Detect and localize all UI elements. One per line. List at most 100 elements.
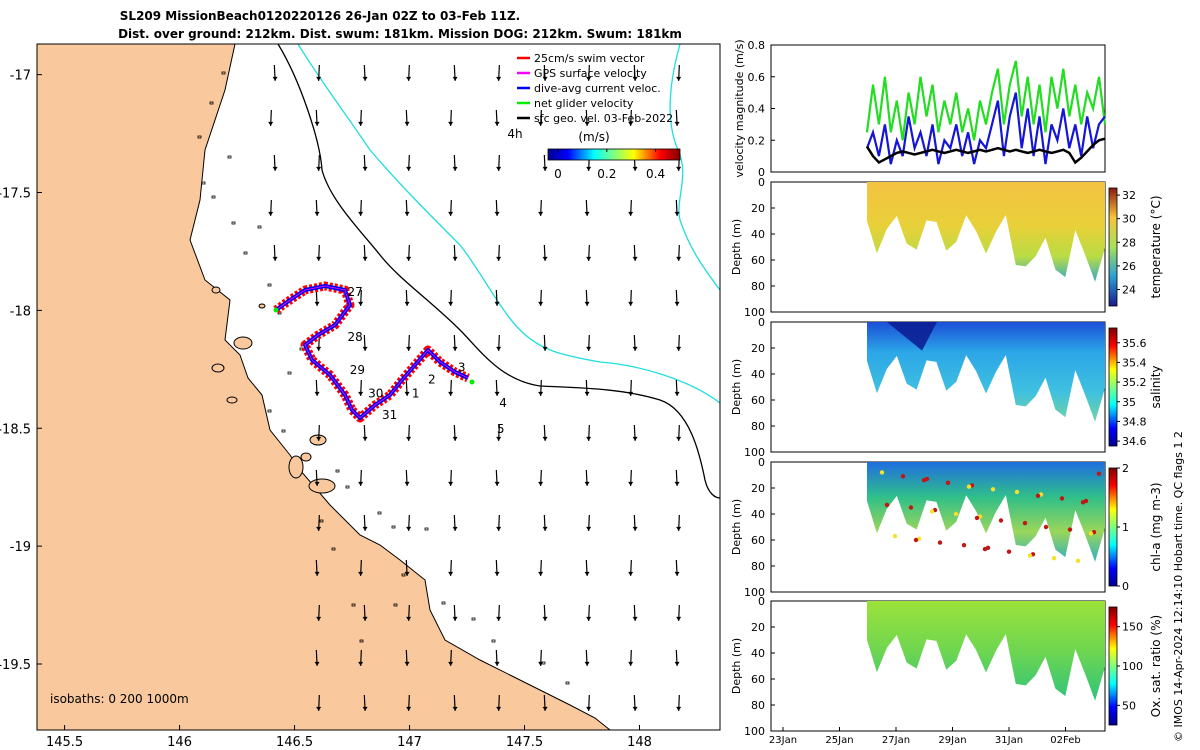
chla-sample-dot	[961, 543, 967, 548]
geo-velocity-arrowhead	[496, 706, 502, 711]
reef-outline	[424, 527, 429, 531]
chla-sample-dot	[1075, 558, 1081, 563]
geo-velocity-arrowhead	[316, 616, 322, 621]
oxygen-colorbar-label: Ox. sat. ratio (%)	[1149, 615, 1163, 717]
salinity-ctick-label-1: 34.8	[1122, 415, 1147, 428]
geo-velocity-arrowhead	[448, 211, 454, 216]
credit-text: © IMOS 14-Apr-2024 12:14:10 Hobart time.…	[1172, 431, 1185, 742]
geo-velocity-arrowhead	[404, 121, 410, 126]
map-ytick-label-2: -18	[10, 304, 31, 319]
geo-velocity-arrowhead	[448, 301, 454, 306]
geo-velocity-arrowhead	[452, 706, 458, 711]
temperature-ctick-label-0: 24	[1122, 283, 1136, 296]
salinity-ytick-label-2: 40	[751, 368, 765, 381]
geo-velocity-arrowhead	[494, 391, 500, 396]
geo-velocity-arrowhead	[674, 571, 680, 576]
geo-velocity-arrowhead	[676, 616, 682, 621]
temperature-ctick-label-3: 30	[1122, 213, 1136, 226]
geo-velocity-arrowhead	[452, 616, 458, 621]
geo-velocity-arrowhead	[362, 526, 368, 531]
geo-velocity-arrowhead	[538, 391, 544, 396]
salinity-ytick-label-0: 0	[758, 316, 765, 329]
reef-outline	[391, 525, 396, 529]
geo-velocity-arrowhead	[316, 166, 322, 171]
geo-velocity-arrowhead	[628, 481, 634, 486]
legend-label-3: net glider velocity	[534, 97, 634, 110]
geo-velocity-arrowhead	[586, 616, 592, 621]
geo-velocity-arrowhead	[496, 256, 502, 261]
chla-sample-dot	[921, 478, 927, 483]
reef-outline	[257, 225, 262, 229]
day-label-30: 30	[368, 387, 383, 401]
geo-velocity-arrowhead	[406, 436, 412, 441]
salinity-ytick-label-3: 60	[751, 394, 765, 407]
oxygen-ytick-label-1: 20	[751, 621, 765, 634]
geo-velocity-arrowhead	[628, 391, 634, 396]
geo-velocity-arrowhead	[316, 526, 322, 531]
chla-sample-dot	[879, 470, 885, 475]
geo-velocity-arrowhead	[674, 301, 680, 306]
island	[226, 396, 238, 404]
reef-outline	[565, 681, 570, 685]
salinity-colorbar	[1108, 327, 1118, 447]
geo-velocity-arrowhead	[268, 121, 274, 126]
legend-label-4: sfc geo. vel. 03-Feb-2022	[534, 112, 673, 125]
geo-velocity-arrowhead	[542, 256, 548, 261]
geo-velocity-arrowhead	[362, 166, 368, 171]
geo-velocity-arrowhead	[314, 391, 320, 396]
reef-outline	[335, 469, 340, 473]
chla-sample-dot	[1035, 493, 1041, 498]
isobath-200m	[277, 44, 720, 499]
geo-velocity-arrowhead	[404, 301, 410, 306]
salinity-fresh-patch	[887, 322, 937, 351]
chla-ytick-label-2: 40	[751, 508, 765, 521]
track-end-marker	[469, 379, 475, 385]
chla-ytick-label-3: 60	[751, 534, 765, 547]
geo-velocity-arrowhead	[316, 346, 322, 351]
geo-velocity-arrowhead	[358, 481, 364, 486]
temperature-ylabel: Depth (m)	[730, 219, 743, 275]
geo-velocity-arrowhead	[586, 256, 592, 261]
chla-sample-dot	[1067, 527, 1073, 532]
geo-velocity-arrowhead	[628, 121, 634, 126]
island	[288, 455, 304, 479]
geo-velocity-arrowhead	[496, 436, 502, 441]
geo-velocity-arrowhead	[586, 346, 592, 351]
map-ytick-label-1: -17.5	[0, 187, 31, 202]
reef-outline	[319, 519, 324, 523]
oxygen-section	[867, 601, 1105, 701]
chla-sample-dot	[1043, 524, 1049, 530]
oxygen-ctick-label-1: 100	[1122, 660, 1143, 673]
temperature-section	[867, 182, 1105, 282]
geo-velocity-arrowhead	[358, 301, 364, 306]
day-label-1: 1	[412, 387, 420, 401]
geo-velocity-arrowhead	[632, 616, 638, 621]
oxygen-colorbar	[1108, 606, 1118, 726]
geo-velocity-arrowhead	[584, 661, 590, 666]
geo-velocity-arrowhead	[358, 391, 364, 396]
geo-velocity-arrowhead	[314, 571, 320, 576]
velocity-ytick-label-3: 0.6	[748, 71, 766, 84]
geo-velocity-arrowhead	[452, 526, 458, 531]
geo-velocity-arrowhead	[676, 526, 682, 531]
geo-velocity-arrowhead	[584, 301, 590, 306]
chla-colorbar	[1108, 467, 1118, 587]
legend-label-1: GPS surface velocity	[534, 67, 647, 80]
reef-outline	[331, 547, 336, 551]
geo-velocity-arrowhead	[586, 436, 592, 441]
temperature-colorbar	[1108, 187, 1118, 307]
temperature-ytick-label-5: 100	[744, 306, 765, 319]
reef-outline	[221, 71, 226, 75]
geo-velocity-arrowhead	[362, 706, 368, 711]
geo-velocity-arrowhead	[676, 706, 682, 711]
island	[211, 286, 221, 294]
geo-velocity-arrowhead	[632, 436, 638, 441]
geo-velocity-arrowhead	[676, 256, 682, 261]
geo-velocity-arrowhead	[632, 166, 638, 171]
velocity-series-2	[865, 137, 1106, 165]
chla-ytick-label-1: 20	[751, 482, 765, 495]
geo-velocity-arrowhead	[316, 256, 322, 261]
island	[211, 363, 225, 373]
reef-outline	[377, 511, 382, 515]
geo-velocity-arrowhead	[628, 301, 634, 306]
